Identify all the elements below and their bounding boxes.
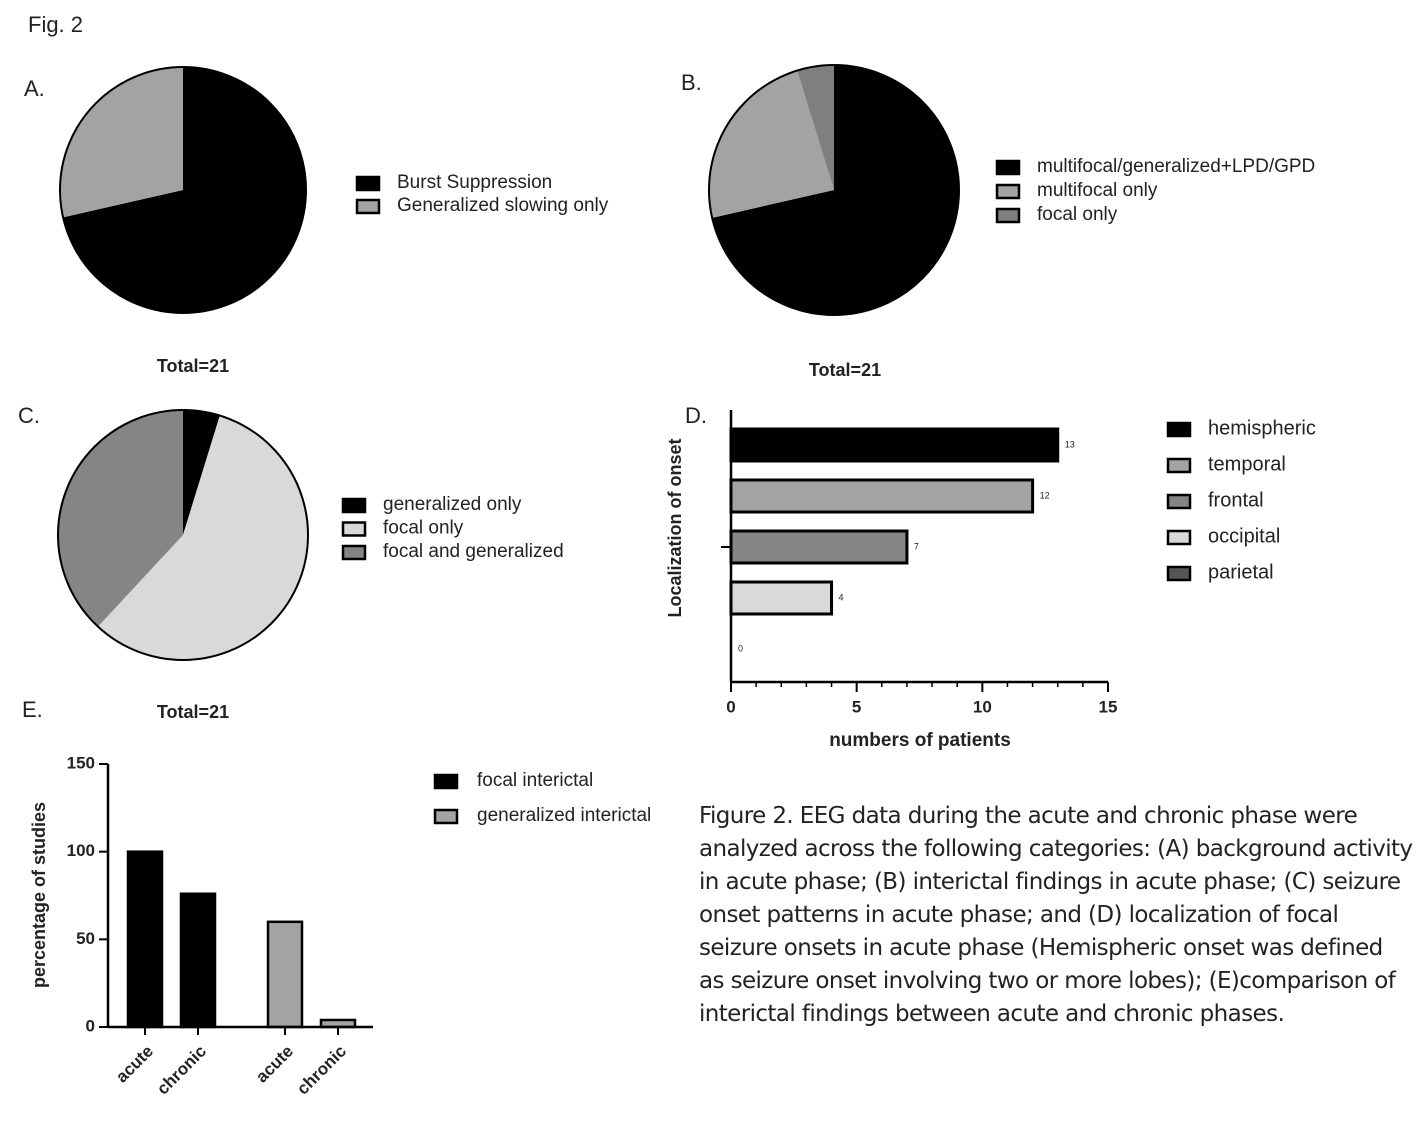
legend-label: generalized interictal xyxy=(477,805,651,826)
pie-slice xyxy=(97,415,309,661)
legend-swatch xyxy=(341,521,367,537)
legend-swatch xyxy=(1166,565,1192,582)
pie-slice xyxy=(58,410,183,627)
x-tick-label: 0 xyxy=(726,697,735,716)
legend-swatch xyxy=(1166,529,1192,546)
panel-label: C. xyxy=(18,403,40,428)
legend-swatch xyxy=(355,175,381,192)
bar-value-label: 0 xyxy=(738,643,743,653)
legend-swatch xyxy=(995,207,1021,224)
panel-label: B. xyxy=(681,70,702,95)
figure-label: Fig. 2 xyxy=(28,12,83,37)
bar xyxy=(729,580,834,616)
legend-label: hemispheric xyxy=(1208,417,1316,439)
total-note: Total=21 xyxy=(809,360,881,380)
bar xyxy=(729,478,1035,514)
x-tick-label: acute xyxy=(112,1042,157,1087)
pie-outline xyxy=(708,64,960,316)
legend-label: frontal xyxy=(1208,489,1264,511)
pie-slice xyxy=(183,410,220,535)
caption: Figure 2. EEG data during the acute and … xyxy=(699,803,1413,1027)
y-tick-label: 150 xyxy=(67,753,95,772)
y-tick-label: 0 xyxy=(86,1016,95,1035)
y-tick-label: 100 xyxy=(67,841,95,860)
legend-swatch xyxy=(1166,457,1192,474)
legend-label: temporal xyxy=(1208,453,1286,475)
bar-value-label: 13 xyxy=(1065,439,1075,449)
legend-label: multifocal only xyxy=(1037,180,1158,201)
legend-label: generalized only xyxy=(383,494,522,515)
x-tick-label: 15 xyxy=(1099,697,1118,716)
legend-label: focal and generalized xyxy=(383,541,564,562)
legend-swatch xyxy=(341,497,367,514)
pie-slice xyxy=(60,67,184,218)
bar-value-label: 7 xyxy=(914,541,919,551)
bar xyxy=(179,892,217,1029)
legend-label: Generalized slowing only xyxy=(397,195,609,216)
legend-label: multifocal/generalized+LPD/GPD xyxy=(1037,156,1315,177)
legend-swatch xyxy=(341,544,367,561)
y-tick-label: 50 xyxy=(76,929,95,948)
bar xyxy=(729,529,909,565)
y-axis-label: percentage of studies xyxy=(29,802,49,988)
legend-label: parietal xyxy=(1208,561,1274,583)
pie-slice xyxy=(63,67,307,313)
pie-outline xyxy=(57,409,309,661)
x-tick-label: chronic xyxy=(293,1042,350,1099)
total-note: Total=21 xyxy=(157,356,229,376)
legend-swatch xyxy=(1166,493,1192,510)
x-tick-label: chronic xyxy=(153,1042,210,1099)
legend-label: Burst Suppression xyxy=(397,172,552,193)
bar xyxy=(126,850,164,1029)
x-tick-label: acute xyxy=(252,1042,297,1087)
legend-swatch xyxy=(433,773,459,790)
x-tick-label: 10 xyxy=(973,697,992,716)
legend-swatch xyxy=(995,183,1021,200)
bar xyxy=(729,427,1060,463)
bar xyxy=(266,920,304,1029)
legend-swatch xyxy=(355,198,381,215)
pie-slice xyxy=(712,65,960,316)
legend-swatch xyxy=(1166,421,1192,438)
pie-outline xyxy=(59,66,307,314)
panel-label: D. xyxy=(685,403,707,428)
legend-label: focal only xyxy=(383,518,464,539)
bar-value-label: 12 xyxy=(1040,490,1050,500)
panel-label: E. xyxy=(22,697,43,722)
legend-label: occipital xyxy=(1208,525,1280,547)
total-note: Total=21 xyxy=(157,702,229,722)
pie-slice xyxy=(797,65,834,190)
x-axis-label: numbers of patients xyxy=(829,730,1011,751)
bar-value-label: 4 xyxy=(839,592,844,602)
y-axis-label: Localization of onset xyxy=(665,438,685,617)
legend-label: focal only xyxy=(1037,204,1118,225)
legend-swatch xyxy=(995,159,1021,176)
legend-swatch xyxy=(433,808,459,825)
x-tick-label: 5 xyxy=(852,697,861,716)
legend-label: focal interictal xyxy=(477,770,593,791)
panel-label: A. xyxy=(24,76,45,101)
